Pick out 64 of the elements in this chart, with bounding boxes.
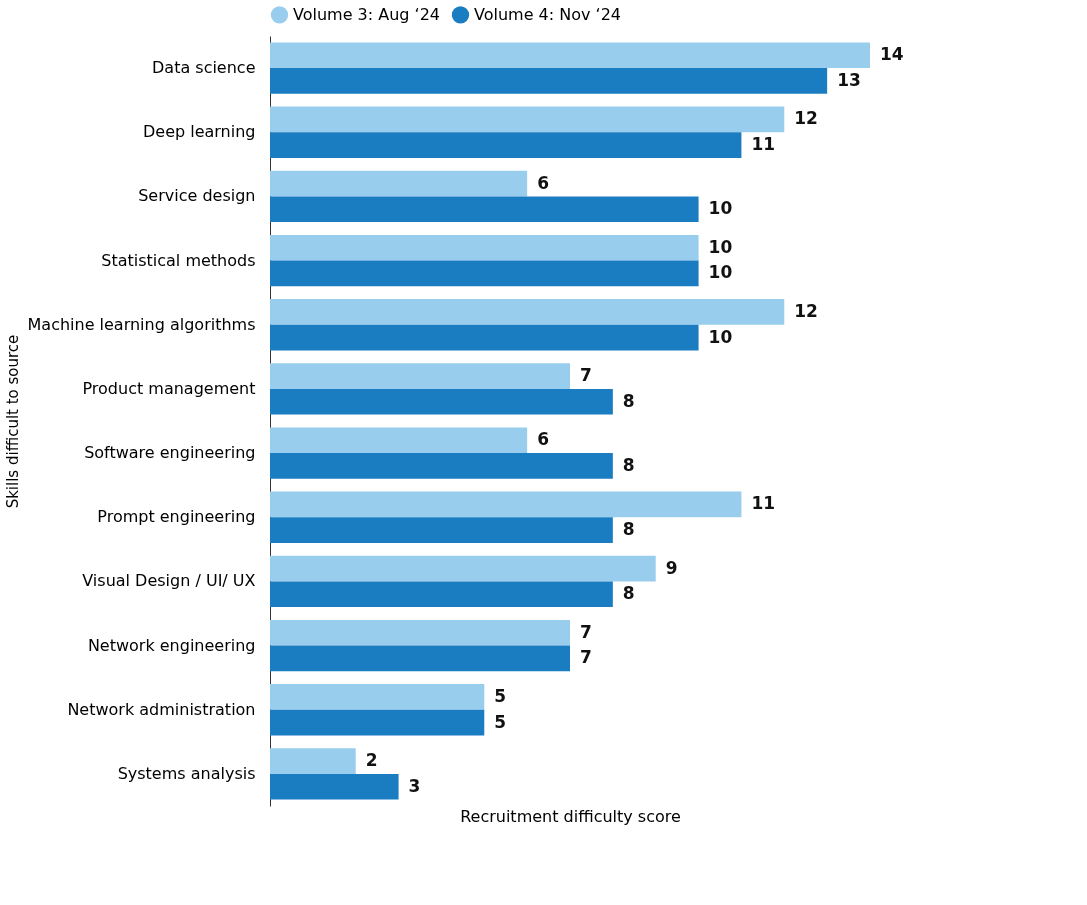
bar <box>270 234 699 261</box>
bar <box>270 581 613 608</box>
bar <box>270 170 528 197</box>
data-label: 13 <box>837 69 861 90</box>
y-tick-label: Machine learning algorithms <box>27 314 256 334</box>
data-label: 6 <box>537 172 549 193</box>
bar <box>270 299 785 325</box>
data-label: 11 <box>751 134 776 155</box>
data-label: 5 <box>494 685 507 706</box>
bar <box>270 453 613 479</box>
legend-label: Volume 4: Nov ‘24 <box>474 4 622 24</box>
data-label: 9 <box>665 557 678 578</box>
bar <box>270 491 742 518</box>
bar <box>270 555 656 582</box>
data-label: 5 <box>494 711 507 732</box>
bar <box>270 709 485 736</box>
bar <box>270 324 699 351</box>
y-tick-label: Product management <box>82 378 256 398</box>
y-tick-label: Service design <box>138 186 256 206</box>
data-label: 8 <box>622 583 635 604</box>
data-label: 8 <box>622 454 635 475</box>
data-label: 6 <box>537 429 549 450</box>
bar <box>270 427 528 454</box>
y-tick-label: Deep learning <box>142 122 256 142</box>
data-label: 10 <box>708 326 733 347</box>
data-label: 10 <box>708 198 733 219</box>
y-tick-label: Systems analysis <box>117 763 256 783</box>
data-label: 3 <box>408 775 421 796</box>
data-label: 8 <box>622 519 635 540</box>
y-tick-label: Data science <box>152 58 256 78</box>
bar <box>270 68 828 94</box>
y-tick-label: Visual Design / UI/ UX <box>82 571 256 591</box>
data-label: 7 <box>580 647 592 668</box>
bar <box>270 645 570 672</box>
data-label: 7 <box>580 365 592 386</box>
bar <box>270 196 699 223</box>
data-label: 14 <box>880 44 904 65</box>
y-tick-label: Prompt engineering <box>97 507 256 527</box>
bar <box>270 619 570 646</box>
data-label: 10 <box>708 236 733 257</box>
bar <box>270 773 399 800</box>
bar <box>270 260 699 287</box>
y-tick-label: Network administration <box>67 699 256 719</box>
legend-label: Volume 3: Aug ‘24 <box>293 4 441 24</box>
data-label: 2 <box>365 750 378 771</box>
bar <box>270 363 570 389</box>
bar <box>270 684 485 710</box>
bar <box>270 388 613 415</box>
data-label: 11 <box>751 493 776 514</box>
bar <box>270 748 356 774</box>
x-axis-title: Recruitment difficulty score <box>460 806 681 826</box>
data-label: 12 <box>794 108 818 129</box>
bar <box>270 132 742 158</box>
bar <box>270 517 613 543</box>
bar <box>270 42 870 69</box>
data-label: 12 <box>794 300 818 321</box>
bar <box>270 106 785 133</box>
data-label: 10 <box>708 262 733 283</box>
y-axis-title: Skills difficult to source <box>3 334 22 509</box>
y-tick-label: Network engineering <box>87 635 256 655</box>
data-label: 7 <box>580 621 592 642</box>
y-tick-label: Statistical methods <box>101 250 256 270</box>
y-tick-label: Software engineering <box>84 443 256 463</box>
data-label: 8 <box>622 390 635 411</box>
